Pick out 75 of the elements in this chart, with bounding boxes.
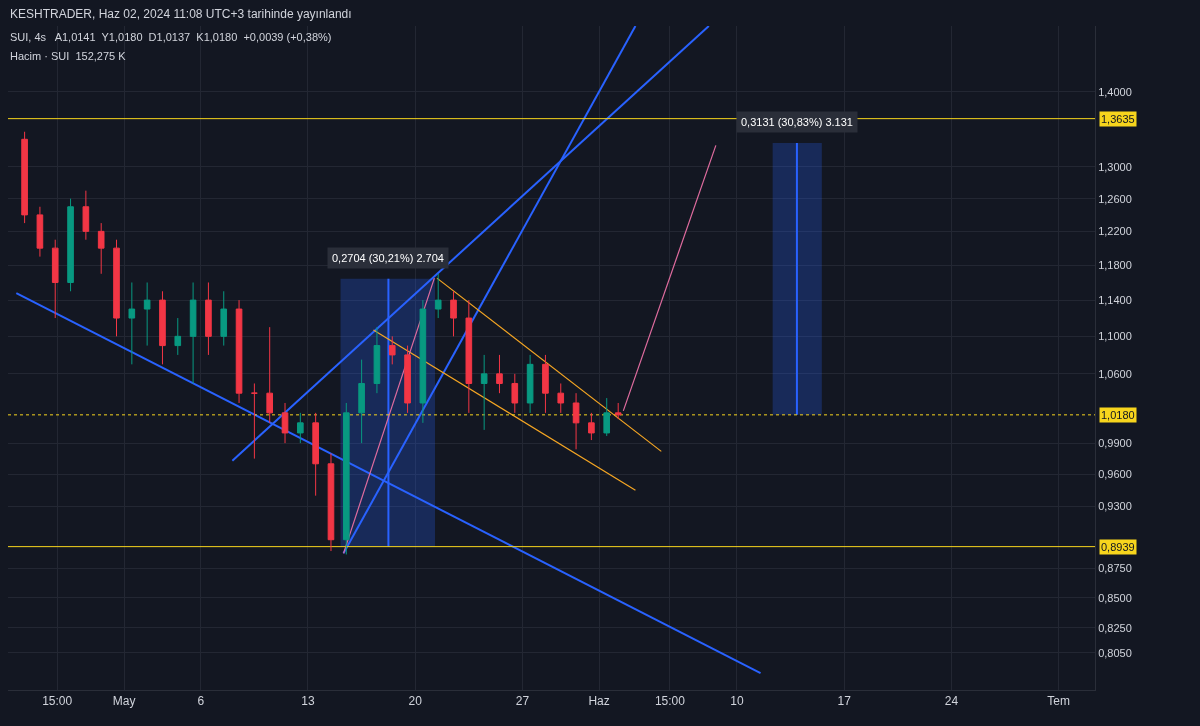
- ref-line-label: 1,3635: [1101, 113, 1135, 125]
- y-tick-label: 0,8250: [1098, 621, 1132, 634]
- candlestick: [450, 290, 457, 337]
- candlestick: [465, 299, 473, 414]
- candlestick: [82, 190, 90, 241]
- candlestick: [419, 299, 427, 424]
- candlestick: [251, 382, 258, 460]
- candlestick: [434, 273, 442, 319]
- candlestick: [220, 290, 228, 347]
- y-tick-label: 0,8500: [1098, 591, 1132, 604]
- candlestick: [526, 354, 534, 414]
- text: KESHTRADER, Haz 02, 2024 11:08 UTC+3 tarihinde yayınlandı: [10, 7, 352, 21]
- y-tick-label: 1,1400: [1098, 293, 1132, 306]
- x-tick-label: 15:00: [42, 694, 73, 709]
- candlestick: [327, 452, 335, 552]
- x-tick-label: Tem: [1047, 694, 1070, 709]
- candlestick: [189, 281, 197, 384]
- candlestick: [557, 382, 565, 414]
- candlestick: [358, 359, 365, 444]
- candlestick: [614, 402, 622, 420]
- y-tick-label: 1,1800: [1098, 259, 1132, 272]
- y-tick-label: 1,4000: [1098, 85, 1132, 98]
- x-tick-label: 27: [515, 694, 530, 709]
- annotation: Hacim · SUI 152,275 K: [10, 50, 127, 62]
- candlestick: [51, 239, 59, 319]
- y-tick-label: 0,9300: [1098, 500, 1132, 513]
- ref-line-label: 0,8939: [1101, 541, 1135, 553]
- annotation: 0,3131 (30,83%) 3.131: [741, 116, 853, 128]
- x-tick-label: 13: [301, 694, 315, 709]
- x-tick-label: 24: [944, 694, 959, 709]
- candlestick: [97, 222, 105, 275]
- candlestick: [128, 281, 136, 365]
- x-tick-label: May: [112, 694, 136, 709]
- candlestick: [404, 345, 411, 414]
- candlestick: [205, 281, 212, 356]
- candlestick: [143, 281, 151, 347]
- candlestick: [113, 239, 120, 337]
- candlestick: [67, 198, 74, 292]
- candlestick: [297, 412, 304, 444]
- x-tick-label: 15:00: [654, 694, 686, 709]
- x-tick-label: 17: [837, 694, 852, 709]
- x-tick-label: 20: [408, 694, 423, 709]
- y-tick-label: 0,9600: [1098, 468, 1132, 481]
- y-tick-label: 0,9900: [1098, 436, 1132, 449]
- annotation: 0,2704 (30,21%) 2.704: [332, 252, 444, 264]
- x-tick-label: Haz: [588, 694, 610, 709]
- y-tick-label: 1,2200: [1098, 225, 1132, 238]
- candlestick: [235, 299, 243, 404]
- candlestick: [480, 354, 488, 431]
- candlestick: [342, 402, 350, 555]
- x-tick-label: 10: [730, 694, 744, 709]
- candlestick: [21, 131, 28, 224]
- candlestick: [266, 326, 274, 424]
- candlestick: [373, 326, 381, 394]
- candlestick: [281, 402, 289, 444]
- candlestick: [572, 392, 580, 450]
- candlestick: [588, 412, 595, 441]
- y-tick-label: 0,8750: [1098, 562, 1132, 575]
- ref-line-label: 1,0180: [1101, 409, 1135, 421]
- candlestick: [496, 354, 503, 394]
- y-tick-label: 0,8050: [1098, 646, 1132, 659]
- x-tick-label: 6: [197, 694, 205, 709]
- chart-title: SUI, 4s A1,0141 Y1,0180 D1,0137 K1,0180 +0,0039 (+0,38%): [10, 31, 332, 43]
- candlestick: [312, 412, 319, 497]
- candlestick: [36, 206, 44, 258]
- candlestick: [603, 397, 611, 437]
- candlestick: [159, 290, 166, 365]
- candlestick: [174, 317, 182, 356]
- candlestick: [388, 335, 396, 365]
- y-tick-label: 1,2600: [1098, 192, 1132, 205]
- y-tick-label: 1,1000: [1098, 330, 1132, 343]
- candlestick: [542, 354, 549, 414]
- candlestick: [511, 373, 519, 414]
- y-tick-label: 1,0600: [1098, 367, 1132, 380]
- y-tick-label: 1,3000: [1098, 160, 1132, 173]
